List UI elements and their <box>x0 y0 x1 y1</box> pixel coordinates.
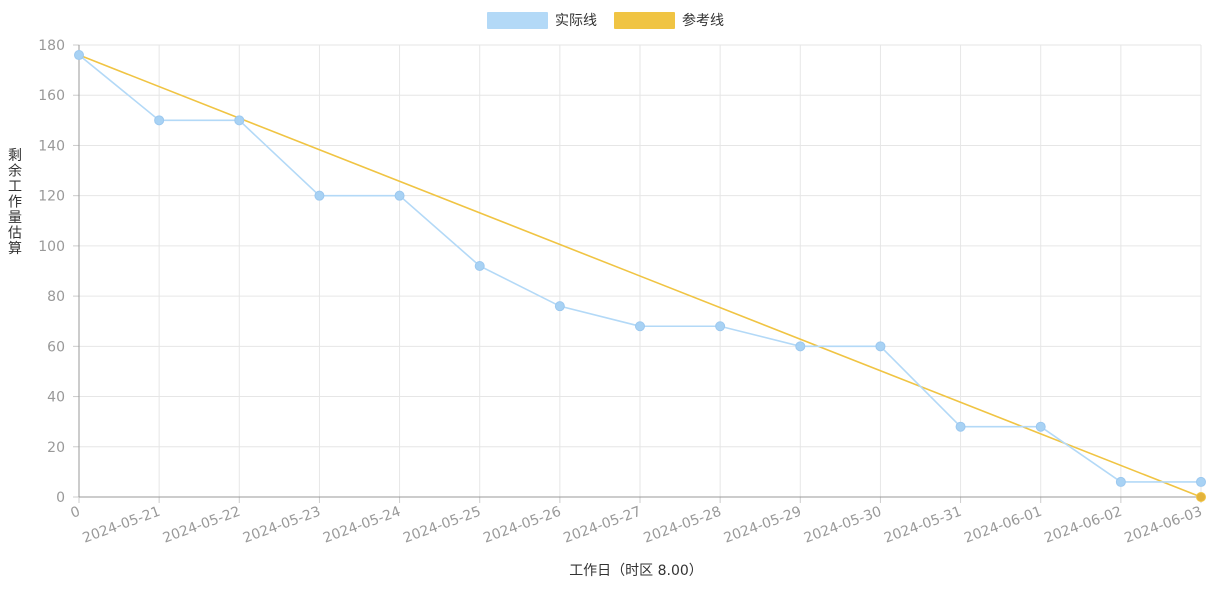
x-tick-label: 2024-05-28 <box>642 504 724 547</box>
x-tick-label: 2024-05-30 <box>802 504 884 547</box>
legend: 实际线 参考线 <box>487 12 724 29</box>
reference-point[interactable] <box>1196 492 1206 502</box>
x-tick-label: 2024-06-02 <box>1042 504 1124 547</box>
x-tick-label: 2024-05-26 <box>481 504 563 547</box>
actual-point[interactable] <box>154 115 165 126</box>
x-tick-label: 2024-05-29 <box>722 504 804 547</box>
legend-swatch-reference <box>614 12 675 29</box>
actual-point[interactable] <box>234 115 245 126</box>
x-tick-label: 2024-05-22 <box>161 504 243 547</box>
x-tick-label: 2024-05-25 <box>401 504 483 547</box>
actual-point[interactable] <box>635 321 645 332</box>
actual-point[interactable] <box>74 50 84 61</box>
actual-point[interactable] <box>474 260 485 271</box>
y-tick-label: 180 <box>38 38 65 54</box>
actual-point[interactable] <box>1196 476 1206 487</box>
actual-point[interactable] <box>1115 476 1126 487</box>
legend-swatch-actual <box>487 12 548 29</box>
series <box>74 50 1206 502</box>
actual-point[interactable] <box>875 341 886 352</box>
grid <box>79 44 1202 497</box>
actual-point[interactable] <box>394 190 405 201</box>
x-tick-label: 2024-06-01 <box>962 504 1044 547</box>
x-tick-label: 2024-05-21 <box>81 504 163 547</box>
y-tick-label: 160 <box>38 88 65 104</box>
y-tick-label: 120 <box>38 189 65 205</box>
y-tick-label: 80 <box>47 289 65 305</box>
y-axis-title: 剩余工作量估算 <box>8 148 22 257</box>
y-tick-label: 20 <box>47 440 65 456</box>
actual-point[interactable] <box>1035 421 1046 432</box>
y-tick-label: 140 <box>38 138 65 154</box>
legend-label-reference: 参考线 <box>682 12 724 29</box>
legend-label-actual: 实际线 <box>555 13 597 29</box>
y-tick-label: 0 <box>56 490 65 506</box>
legend-item-reference[interactable]: 参考线 <box>614 12 724 29</box>
y-tick-label: 100 <box>38 239 65 255</box>
x-tick-label: 2024-06-03 <box>1122 504 1204 547</box>
y-tick-label: 40 <box>47 390 65 406</box>
reference-line <box>78 54 1202 498</box>
actual-point[interactable] <box>314 190 325 201</box>
x-axis-title: 工作日（时区 8.00） <box>569 563 703 579</box>
x-tick-label: 0 <box>69 504 83 522</box>
actual-point[interactable] <box>955 421 966 432</box>
actual-point[interactable] <box>795 341 806 352</box>
axes: 02040608010012014016018002024-05-212024-… <box>38 38 1204 547</box>
actual-point[interactable] <box>554 301 565 312</box>
x-tick-label: 2024-05-27 <box>561 504 643 547</box>
x-tick-label: 2024-05-23 <box>241 504 323 547</box>
legend-item-actual[interactable]: 实际线 <box>487 12 597 29</box>
x-tick-label: 2024-05-24 <box>321 504 403 547</box>
actual-point[interactable] <box>715 321 726 332</box>
x-tick-label: 2024-05-31 <box>882 504 964 547</box>
y-tick-label: 60 <box>47 339 65 355</box>
